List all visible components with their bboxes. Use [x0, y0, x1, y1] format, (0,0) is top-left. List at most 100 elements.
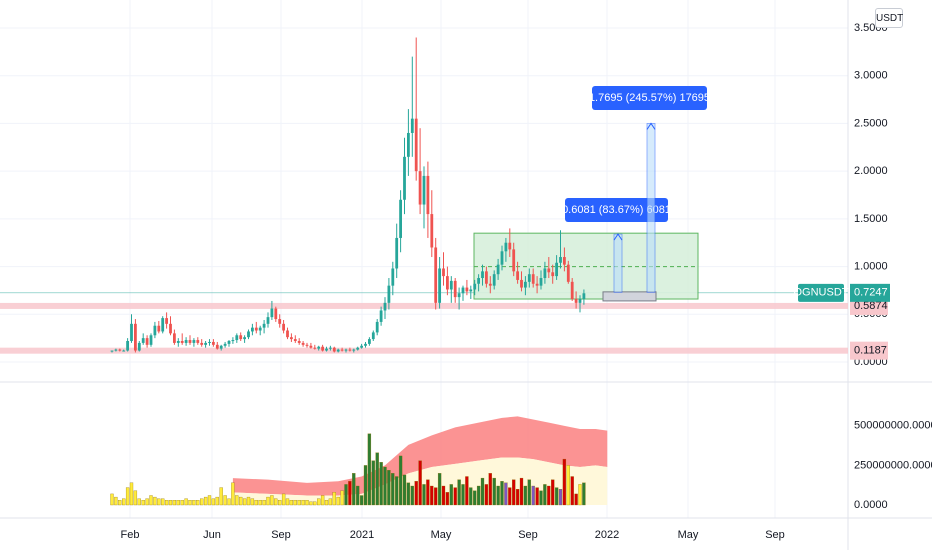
- volume-bar: [395, 476, 399, 506]
- volume-bar: [207, 495, 212, 506]
- volume-bar: [176, 500, 180, 506]
- candle-body: [500, 251, 504, 265]
- candle-body: [110, 350, 114, 352]
- volume-bar: [125, 487, 130, 506]
- candle-body: [570, 281, 574, 300]
- candle-body: [336, 349, 340, 352]
- candle-body: [574, 299, 578, 303]
- volume-bar: [578, 484, 582, 506]
- volume-bar: [188, 500, 192, 506]
- volume-bar: [305, 500, 309, 506]
- measure-label-box[interactable]: [592, 86, 707, 110]
- volume-bar: [133, 490, 138, 506]
- candle-body: [457, 293, 461, 298]
- volume-bar: [211, 498, 216, 506]
- volume-bar: [496, 485, 500, 506]
- candle-body: [418, 171, 422, 205]
- price-tick-label: 1.5000: [854, 213, 888, 225]
- candle-body: [516, 271, 519, 280]
- volume-bar: [519, 477, 524, 506]
- measure-label: 0.6081 (83.67%) 6081: [562, 204, 671, 216]
- volume-bar: [430, 485, 434, 506]
- volume-bar: [453, 487, 457, 506]
- volume-bar: [449, 484, 453, 506]
- candle-body: [329, 347, 332, 349]
- measurement-tools[interactable]: 0.6081 (83.67%) 6081 1.7695 (245.57%) 176…: [562, 86, 710, 293]
- volume-bar: [531, 485, 535, 506]
- candle-body: [130, 323, 133, 342]
- volume-bar: [387, 470, 391, 506]
- candle-body: [161, 318, 165, 332]
- candle-body: [438, 268, 441, 303]
- volume-bar: [515, 489, 520, 506]
- measure-label-box[interactable]: [565, 198, 668, 222]
- last-price-label: 0.7247: [854, 287, 888, 299]
- volume-bar: [266, 496, 270, 506]
- price-range-measure[interactable]: [646, 123, 656, 293]
- symbol-label: OGNUSDT: [794, 287, 849, 299]
- volume-bar: [250, 498, 255, 506]
- volume-bar: [547, 485, 551, 506]
- candle-body: [278, 319, 282, 324]
- level-price-tag: [850, 341, 888, 360]
- volume-bar: [437, 473, 442, 506]
- time-tick-label: Sep: [518, 529, 538, 541]
- candle-body: [169, 323, 172, 334]
- candle-body: [223, 343, 227, 346]
- candle-body: [543, 268, 547, 279]
- price-tick-label: 2.0000: [854, 165, 888, 177]
- entry-zone-box[interactable]: [602, 291, 657, 302]
- candle-body: [492, 274, 496, 286]
- volume-bar: [558, 489, 563, 506]
- range-box[interactable]: [473, 232, 699, 302]
- candle-body: [527, 274, 531, 282]
- candle-body: [547, 268, 551, 273]
- volume-bar: [566, 465, 570, 506]
- volume-tick-label: 500000000.0000: [854, 420, 932, 432]
- volume-bar: [258, 500, 262, 506]
- candle-body: [422, 175, 426, 205]
- candle-body: [208, 341, 211, 343]
- candle-body: [297, 341, 301, 343]
- time-tick-label: 2021: [350, 529, 374, 541]
- volume-bar: [320, 495, 325, 506]
- candle-body: [446, 276, 449, 290]
- volume-bar: [332, 492, 336, 506]
- time-tick-label: May: [678, 529, 699, 541]
- volume-bar: [512, 479, 516, 506]
- candle-body: [301, 342, 305, 345]
- candle-body: [395, 237, 399, 269]
- candle-body: [325, 348, 328, 351]
- candle-body: [387, 285, 391, 303]
- volume-bar: [551, 479, 555, 506]
- volume-bar: [336, 496, 340, 506]
- volume-bar: [422, 484, 426, 506]
- volume-bar: [375, 452, 379, 506]
- candle-body: [414, 118, 418, 172]
- price-range-measure[interactable]: [613, 233, 623, 293]
- candle-body: [274, 308, 278, 320]
- time-tick-label: Jun: [203, 529, 221, 541]
- volume-bar: [352, 473, 356, 506]
- volume-bar: [239, 496, 243, 506]
- volume-bar: [122, 498, 126, 506]
- candle-body: [461, 287, 465, 294]
- candle-body: [348, 349, 352, 351]
- volume-bar: [359, 495, 364, 506]
- candle-body: [235, 335, 239, 341]
- volume-upper-band: [232, 416, 608, 496]
- candle-body: [391, 268, 395, 286]
- candle-body: [578, 299, 582, 303]
- candle-body: [352, 349, 356, 351]
- last-price-tag: [850, 283, 890, 302]
- candle-body: [383, 302, 387, 311]
- volume-bar: [301, 500, 305, 506]
- candle-body: [176, 341, 180, 343]
- candle-body: [360, 345, 363, 348]
- candle-body: [520, 279, 523, 288]
- volume-bar: [110, 493, 114, 506]
- currency-badge[interactable]: USDT: [875, 8, 903, 28]
- candle-body: [118, 349, 122, 351]
- volume-bar: [418, 460, 422, 506]
